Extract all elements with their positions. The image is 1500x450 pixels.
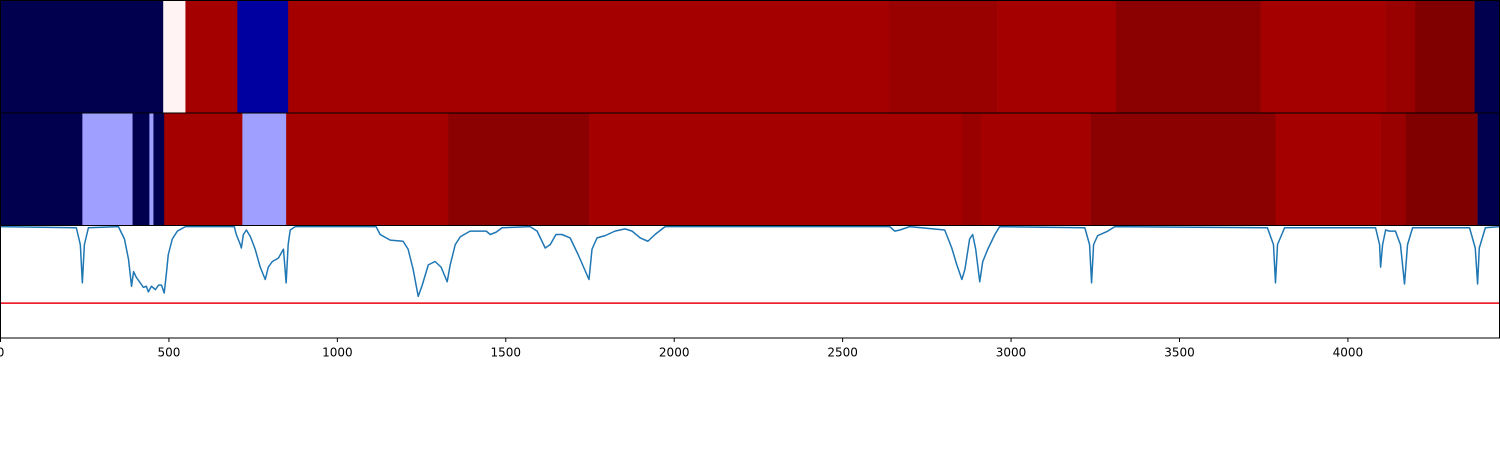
segment (961, 113, 982, 226)
segment (242, 113, 287, 226)
x-tick-label: 500 (157, 346, 180, 360)
segment (588, 113, 963, 226)
segment (1380, 113, 1406, 226)
segment (980, 113, 1091, 226)
segment (237, 0, 289, 113)
segment (997, 0, 1117, 113)
x-tick-label: 0 (0, 346, 4, 360)
x-tick-label: 2000 (659, 346, 690, 360)
x-tick-label: 1500 (491, 346, 522, 360)
segment (1090, 113, 1276, 226)
segment (153, 113, 165, 226)
segment (286, 113, 449, 226)
segment (1415, 0, 1475, 113)
x-tick-label: 2500 (827, 346, 858, 360)
x-tick-label: 3500 (1164, 346, 1195, 360)
segment (1115, 0, 1261, 113)
panel-frame (0, 225, 1500, 339)
segment (185, 0, 238, 113)
segment (163, 0, 186, 113)
segment (82, 113, 133, 226)
segment (164, 113, 243, 226)
segment (149, 113, 154, 226)
x-tick-label: 4000 (1333, 346, 1364, 360)
segment (1405, 113, 1478, 226)
segment (448, 113, 590, 226)
x-tick-label: 3000 (996, 346, 1027, 360)
segment (1474, 0, 1500, 113)
segment (288, 0, 890, 113)
segment (1385, 0, 1416, 113)
x-tick-label: 1000 (322, 346, 353, 360)
segment (888, 0, 998, 113)
segment (1477, 113, 1500, 226)
segment (132, 113, 150, 226)
segment (1260, 0, 1386, 113)
line-series (0, 225, 1500, 298)
segment (0, 0, 164, 113)
segment (0, 113, 83, 226)
segment (1275, 113, 1381, 226)
